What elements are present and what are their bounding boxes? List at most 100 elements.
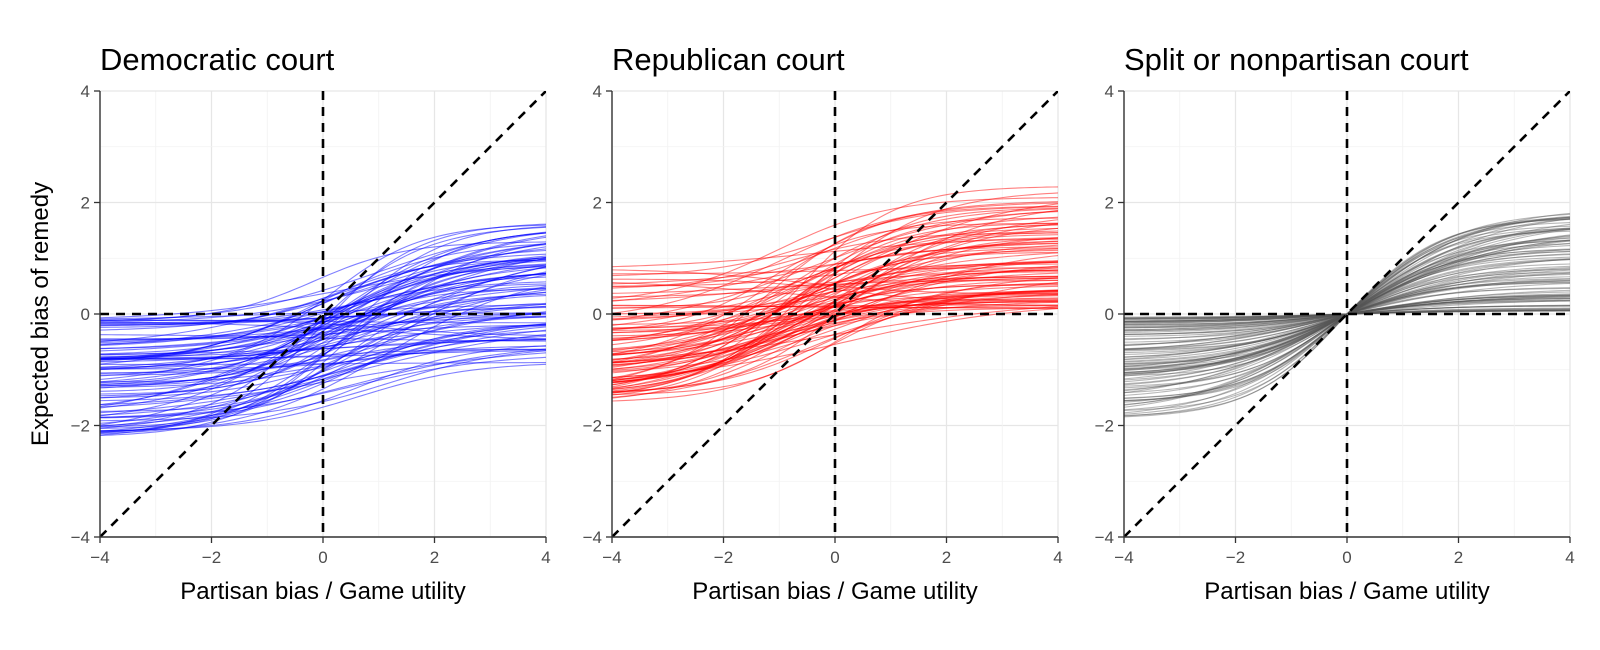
series-line <box>1124 309 1570 360</box>
x-axis-label: Partisan bias / Game utility <box>180 578 465 605</box>
x-tick-label: 4 <box>541 548 550 567</box>
series-line <box>1124 278 1570 337</box>
series-line <box>100 265 546 429</box>
series-line <box>1124 237 1570 350</box>
series-line <box>1124 258 1570 408</box>
series-line <box>1124 294 1570 328</box>
series-line <box>612 290 1058 402</box>
series-line <box>1124 287 1570 394</box>
y-tick-label: 0 <box>1105 305 1114 324</box>
series-line <box>612 282 1058 395</box>
series-line <box>1124 216 1570 396</box>
series-line <box>1124 218 1570 385</box>
series-line <box>1124 250 1570 363</box>
series-line <box>1124 271 1570 369</box>
series-line <box>1124 307 1570 318</box>
series-line <box>1124 309 1570 319</box>
series-line <box>1124 294 1570 414</box>
series-line <box>1124 308 1570 381</box>
series-line <box>1124 273 1570 326</box>
series-line <box>612 308 1058 379</box>
series-line <box>100 287 546 356</box>
series-line <box>612 282 1058 307</box>
series-line <box>1124 310 1570 376</box>
series-line <box>1124 244 1570 345</box>
x-tick-label: −2 <box>714 548 733 567</box>
reference-lines <box>1124 91 1570 537</box>
series-line <box>1124 215 1570 403</box>
series-line <box>1124 258 1570 361</box>
series-line <box>1124 249 1570 402</box>
series-line <box>1124 248 1570 319</box>
series-line <box>1124 279 1570 322</box>
y-tick-label: 4 <box>593 82 602 101</box>
series-line <box>1124 239 1570 377</box>
series-line <box>100 285 546 435</box>
y-tick-label: −4 <box>583 528 602 547</box>
series-line <box>1124 228 1570 372</box>
series-line <box>612 237 1058 378</box>
series-line <box>1124 237 1570 376</box>
series-line <box>100 323 546 416</box>
series-line <box>1124 234 1570 325</box>
series-line <box>1124 282 1570 392</box>
series-line <box>100 291 546 352</box>
series-line <box>1124 295 1570 340</box>
series-line <box>1124 254 1570 335</box>
series-line <box>1124 298 1570 389</box>
series-line <box>1124 299 1570 329</box>
x-tick-label: 4 <box>1565 548 1574 567</box>
panel-2: −4 −2 0 2 4 −4 −2 0 2 4 Republican court Partisan b… <box>583 42 1063 605</box>
series-line <box>1124 276 1570 375</box>
series-line <box>1124 300 1570 343</box>
series-line <box>100 263 546 384</box>
series-line <box>1124 296 1570 341</box>
series-line <box>1124 228 1570 333</box>
x-tick-label: 2 <box>430 548 439 567</box>
series-line <box>1124 227 1570 352</box>
series-line <box>1124 240 1570 322</box>
series-line <box>100 271 546 418</box>
series-line <box>1124 278 1570 367</box>
series-line <box>1124 213 1570 320</box>
series-line <box>1124 309 1570 391</box>
series-line <box>1124 297 1570 320</box>
series-line <box>1124 258 1570 332</box>
series-line <box>100 283 546 387</box>
y-tick-label: −4 <box>71 528 90 547</box>
series-line <box>1124 251 1570 418</box>
series-line <box>1124 218 1570 380</box>
panel-title: Republican court <box>612 42 845 77</box>
series-line <box>1124 216 1570 365</box>
series-line <box>1124 282 1570 371</box>
series-line <box>1124 243 1570 402</box>
reference-lines <box>100 91 546 537</box>
y-tick-label: −2 <box>71 417 90 436</box>
panel-title: Democratic court <box>100 42 335 77</box>
y-tick-label: 4 <box>1105 82 1114 101</box>
series-line <box>1124 235 1570 386</box>
series-line <box>100 356 546 419</box>
series-line <box>1124 265 1570 362</box>
series-line <box>1124 295 1570 347</box>
series-line <box>1124 267 1570 329</box>
series-line <box>1124 227 1570 331</box>
series-line <box>1124 296 1570 358</box>
series-line <box>1124 304 1570 373</box>
series-line <box>1124 300 1570 323</box>
series-line <box>1124 228 1570 394</box>
series-line <box>612 272 1058 318</box>
x-tick-label: 4 <box>1053 548 1062 567</box>
series-line <box>1124 305 1570 400</box>
series-line <box>100 294 546 360</box>
series-line <box>100 256 546 346</box>
series-line <box>1124 310 1570 323</box>
x-tick-label: −4 <box>1114 548 1133 567</box>
series-line <box>1124 228 1570 358</box>
series-line <box>1124 272 1570 351</box>
y-tick-label: −4 <box>1095 528 1114 547</box>
y-tick-label: 0 <box>593 305 602 324</box>
series-line <box>1124 248 1570 406</box>
x-tick-label: 0 <box>830 548 839 567</box>
series-line <box>1124 268 1570 365</box>
